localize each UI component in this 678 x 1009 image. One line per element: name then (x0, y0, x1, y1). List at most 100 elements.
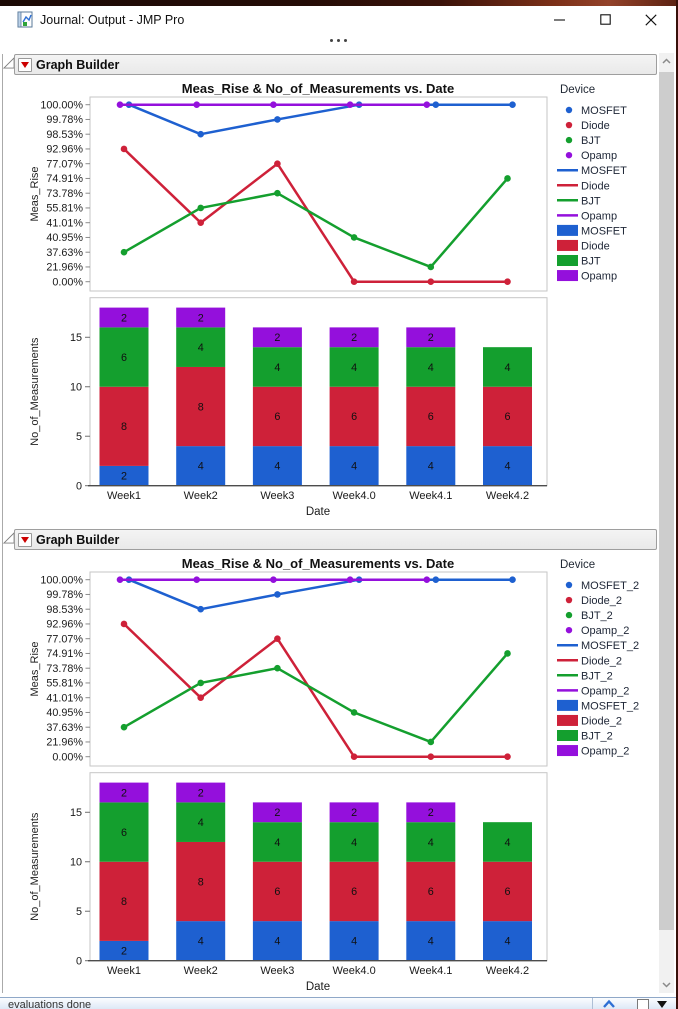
data-point[interactable] (427, 738, 435, 746)
data-point[interactable] (274, 591, 281, 598)
bar-segment-MOSFET[interactable] (406, 446, 456, 486)
legend-swatch-item[interactable]: BJT (557, 255, 601, 268)
data-point[interactable] (509, 576, 516, 583)
bar-segment-MOSFET_2[interactable] (99, 940, 149, 961)
status-dropdown-triangle-icon[interactable] (657, 1001, 667, 1008)
vertical-scrollbar[interactable] (659, 53, 674, 993)
bar-segment-BJT_2[interactable] (252, 822, 302, 862)
line-series-MOSFET_2[interactable] (125, 576, 516, 613)
data-point[interactable] (197, 605, 204, 613)
bar-segment-BJT_2[interactable] (99, 802, 149, 862)
bar-segment-Opamp_2[interactable] (176, 782, 226, 803)
legend-marker-item[interactable]: Opamp (565, 150, 617, 162)
data-point[interactable] (504, 278, 511, 285)
bar-segment-BJT_2[interactable] (406, 822, 456, 862)
bar-segment-BJT[interactable] (329, 347, 379, 387)
line-series-Opamp_2[interactable] (116, 576, 431, 583)
scrollbar-thumb[interactable] (659, 72, 674, 930)
data-point[interactable] (116, 576, 124, 583)
red-triangle-menu-button[interactable] (18, 532, 32, 547)
data-point[interactable] (350, 278, 358, 285)
bar-segment-BJT[interactable] (483, 347, 532, 387)
bar-segment-MOSFET[interactable] (483, 446, 532, 486)
legend-swatch-item[interactable]: Diode (557, 239, 610, 253)
data-point[interactable] (509, 101, 516, 108)
bar-segment-Diode_2[interactable] (176, 841, 226, 922)
bar-segment-MOSFET[interactable] (329, 446, 379, 486)
data-point[interactable] (270, 101, 277, 108)
bar-segment-BJT_2[interactable] (483, 822, 532, 862)
data-point[interactable] (423, 101, 431, 108)
bar-segment-Opamp[interactable] (176, 307, 226, 328)
data-point[interactable] (274, 116, 281, 123)
bar-segment-BJT_2[interactable] (176, 802, 226, 842)
bar-segment-Opamp_2[interactable] (406, 802, 456, 823)
data-point[interactable] (274, 189, 281, 197)
legend-marker-item[interactable]: BJT_2 (565, 610, 613, 622)
bar-segment-MOSFET_2[interactable] (252, 921, 302, 961)
data-point[interactable] (274, 160, 281, 167)
bar-segment-MOSFET_2[interactable] (483, 921, 532, 961)
data-point[interactable] (197, 219, 204, 226)
data-point[interactable] (427, 278, 435, 285)
graph-builder-chart-1[interactable]: Meas_Rise & No_of_Measurements vs. Date1… (0, 77, 660, 522)
bar-segment-Opamp[interactable] (252, 327, 302, 348)
legend-swatch-item[interactable]: Opamp (557, 270, 617, 283)
bar-segment-BJT[interactable] (99, 327, 149, 387)
bar-plot-panel[interactable]: 0 5 10 15 No_of_Measurements 2 8 6 2 4 8 4 2 4 6 4 2 4 6 4 2… (29, 772, 548, 968)
legend-marker-item[interactable]: MOSFET (565, 105, 627, 117)
line-series-Diode_2[interactable] (120, 620, 511, 760)
bar-segment-Opamp_2[interactable] (329, 802, 379, 823)
bar-segment-BJT_2[interactable] (329, 822, 379, 862)
data-point[interactable] (504, 175, 511, 182)
legend-line-item[interactable]: MOSFET (557, 165, 627, 177)
line-plot-panel[interactable]: 100.00% 99.78% 98.53% 92.96% 77.07% 74.91% 73.… (29, 571, 548, 767)
legend-line-item[interactable]: Diode (557, 180, 610, 192)
data-point[interactable] (120, 145, 128, 153)
bar-segment-BJT[interactable] (406, 347, 456, 387)
close-button[interactable] (628, 6, 674, 33)
bar-segment-Opamp_2[interactable] (252, 802, 302, 823)
data-point[interactable] (346, 576, 354, 583)
bar-segment-Diode_2[interactable] (406, 861, 456, 922)
bar-segment-MOSFET[interactable] (176, 446, 226, 486)
legend-marker-item[interactable]: MOSFET_2 (565, 580, 639, 592)
red-triangle-menu-button[interactable] (18, 57, 32, 72)
data-point[interactable] (432, 576, 440, 583)
bar-segment-Opamp[interactable] (329, 327, 379, 348)
legend-line-item[interactable]: Opamp_2 (557, 685, 629, 697)
data-point[interactable] (504, 650, 511, 657)
legend-swatch-item[interactable]: MOSFET_2 (557, 699, 639, 713)
data-point[interactable] (427, 753, 435, 760)
line-series-Opamp[interactable] (116, 101, 431, 108)
legend-swatch-item[interactable]: Diode_2 (557, 714, 622, 728)
legend-line-item[interactable]: MOSFET_2 (557, 640, 639, 652)
line-series-BJT_2[interactable] (120, 650, 511, 746)
bar-segment-Diode[interactable] (176, 366, 226, 447)
data-point[interactable] (120, 248, 128, 256)
line-series-Diode[interactable] (120, 145, 511, 285)
legend-swatch-item[interactable]: Opamp_2 (557, 745, 629, 758)
bar-segment-Diode_2[interactable] (99, 861, 149, 941)
data-point[interactable] (346, 101, 354, 108)
bar-segment-Diode[interactable] (406, 386, 456, 447)
data-point[interactable] (274, 664, 281, 672)
maximize-button[interactable] (582, 6, 628, 33)
legend-swatch-item[interactable]: MOSFET (557, 224, 627, 238)
bar-segment-MOSFET[interactable] (252, 446, 302, 486)
graph-builder-header-2[interactable]: Graph Builder (14, 529, 657, 550)
data-point[interactable] (423, 576, 431, 583)
legend-line-item[interactable]: Diode_2 (557, 655, 622, 667)
bar-segment-Diode_2[interactable] (252, 861, 302, 922)
data-point[interactable] (116, 101, 124, 108)
bar-segment-Opamp_2[interactable] (99, 782, 149, 803)
status-checkbox[interactable] (637, 999, 649, 1009)
minimize-button[interactable] (536, 6, 582, 33)
line-plot-panel[interactable]: 100.00% 99.78% 98.53% 92.96% 77.07% 74.91% 73.… (29, 96, 548, 292)
data-point[interactable] (270, 576, 277, 583)
bar-segment-BJT[interactable] (176, 327, 226, 367)
line-series-BJT[interactable] (120, 175, 511, 271)
legend-marker-item[interactable]: Diode (565, 120, 610, 132)
data-point[interactable] (350, 753, 358, 760)
data-point[interactable] (197, 130, 204, 138)
